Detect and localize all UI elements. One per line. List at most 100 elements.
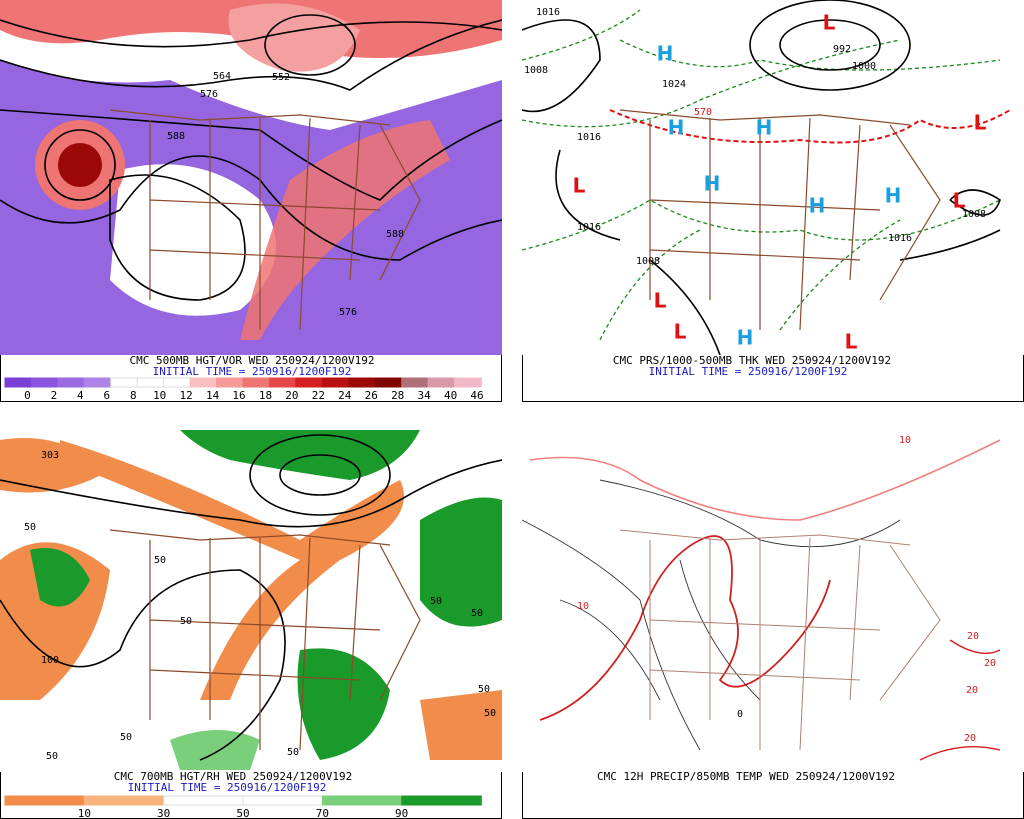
colorbar-label: 4 (77, 389, 84, 402)
map-label: 1024 (662, 79, 686, 90)
colorbar-label: 10 (153, 389, 166, 402)
panel-caption: CMC PRS/1000-500MB THK WED 250924/1200V1… (613, 354, 891, 367)
initial-time: INITIAL TIME = 250916/1200F192 (649, 365, 848, 378)
colorbar-swatch (242, 377, 271, 388)
colorbar-label: 14 (206, 389, 220, 402)
colorbar-label: 34 (418, 389, 432, 402)
map-label: 1008 (962, 209, 986, 220)
panel-caption: CMC 700MB HGT/RH WED 250924/1200V192 (114, 770, 352, 783)
colorbar-label: 28 (391, 389, 404, 402)
map-label: 10 (577, 601, 589, 612)
colorbar-label: 70 (316, 807, 329, 819)
colorbar-swatch (401, 795, 482, 806)
low-marker: L (823, 11, 836, 35)
map-label: 50 (154, 555, 166, 566)
map-label: 50 (24, 522, 36, 533)
colorbar-swatch (374, 377, 403, 388)
high-marker: H (657, 42, 674, 66)
high-marker: H (756, 116, 773, 140)
map-label: 50 (120, 732, 132, 743)
map-label: 1000 (852, 61, 876, 72)
colorbar: 0 2 4 6 8 10 12 14 16 18 20 22 24 26 28 34 40 46 (4, 377, 484, 402)
high-marker: H (668, 116, 685, 140)
map-label: 50 (287, 747, 299, 758)
colorbar-label: 0 (24, 389, 31, 402)
map-label: 1016 (577, 222, 601, 233)
map-precip (522, 417, 1024, 772)
colorbar-swatch (268, 377, 297, 388)
colorbar-label: 18 (259, 389, 272, 402)
colorbar-swatch (163, 795, 244, 806)
map-label: 50 (471, 608, 483, 619)
colorbar-swatch (30, 377, 59, 388)
colorbar-label: 8 (130, 389, 137, 402)
colorbar-label: 50 (236, 807, 249, 819)
colorbar-label: 90 (395, 807, 408, 819)
initial-time: INITIAL TIME = 250916/1200F192 (153, 365, 352, 378)
colorbar-label: 10 (78, 807, 91, 819)
low-marker: L (974, 111, 987, 135)
colorbar-swatch (4, 795, 86, 806)
colorbar-swatch (401, 377, 429, 388)
map-label: 1016 (888, 233, 912, 244)
map-700mb (0, 417, 502, 772)
map-label: 992 (833, 44, 851, 55)
colorbar-swatch (83, 377, 112, 388)
colorbar-label: 40 (444, 389, 457, 402)
colorbar-label: 22 (312, 389, 325, 402)
colorbar-swatch (321, 795, 403, 806)
map-label: 1008 (636, 256, 660, 267)
high-marker: H (704, 172, 721, 196)
colorbar-swatch (295, 377, 324, 388)
map-label: 20 (984, 658, 996, 669)
map-label: 20 (967, 631, 979, 642)
map-label: 50 (478, 684, 490, 695)
map-label: 564 (213, 71, 231, 82)
colorbar-swatch (4, 377, 33, 388)
map-pressure (522, 0, 1024, 355)
colorbar-label: 20 (285, 389, 298, 402)
initial-time: INITIAL TIME = 250916/1200F192 (128, 781, 327, 794)
map-label: 50 (430, 596, 442, 607)
colorbar-label: 6 (103, 389, 110, 402)
map-label: 576 (200, 89, 218, 100)
map-label: 1016 (536, 7, 560, 18)
map-label: 50 (484, 708, 496, 719)
colorbar-swatch (427, 377, 456, 388)
colorbar-label: 2 (51, 389, 58, 402)
colorbar-label: 26 (365, 389, 378, 402)
map-500mb (0, 0, 502, 355)
low-marker: L (573, 174, 586, 198)
low-marker: L (845, 330, 858, 354)
colorbar-label: 12 (180, 389, 193, 402)
map-label: 20 (966, 685, 978, 696)
panel-caption: CMC 500MB HGT/VOR WED 250924/1200V192 (129, 354, 374, 367)
map-label: 10 (899, 435, 911, 446)
low-marker: L (674, 320, 687, 344)
map-label: 50 (46, 751, 58, 762)
map-label: 303 (41, 450, 59, 461)
colorbar-swatch (454, 377, 482, 388)
colorbar-swatch (321, 377, 350, 388)
colorbar-swatch (216, 377, 244, 388)
high-marker: H (737, 326, 754, 350)
map-label: 0 (737, 709, 743, 720)
colorbar-swatch (189, 377, 218, 388)
panel-caption: CMC 12H PRECIP/850MB TEMP WED 250924/120… (597, 770, 895, 783)
colorbar-swatch (110, 377, 139, 388)
low-marker: L (953, 189, 966, 213)
map-label: 570 (694, 107, 712, 118)
low-marker: L (654, 289, 667, 313)
map-label: 552 (272, 72, 290, 83)
colorbar-label: 16 (232, 389, 245, 402)
colorbar-label: 30 (157, 807, 170, 819)
high-marker: H (885, 184, 902, 208)
map-label: 20 (964, 733, 976, 744)
high-marker: H (809, 194, 826, 218)
map-label: 1016 (577, 132, 601, 143)
map-label: 100 (41, 655, 59, 666)
colorbar-label: 46 (470, 389, 483, 402)
map-label: 50 (180, 616, 192, 627)
